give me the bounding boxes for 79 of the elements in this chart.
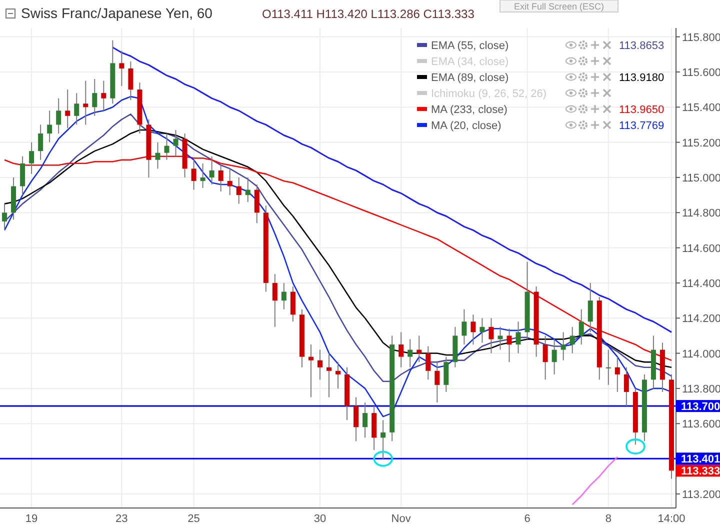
candlestick xyxy=(398,332,404,368)
candlestick xyxy=(408,338,413,368)
candlestick xyxy=(380,420,386,460)
candlestick xyxy=(614,356,620,392)
candlestick xyxy=(624,366,629,407)
candlestick xyxy=(552,338,557,375)
candlestick xyxy=(200,162,206,188)
text: Exit Full Screen (ESC) xyxy=(514,2,604,12)
ref-line-label: 113.401 xyxy=(681,454,720,466)
candlestick xyxy=(128,60,134,101)
legend-label: EMA (89, close) xyxy=(431,72,509,84)
candlestick xyxy=(290,286,296,322)
candlestick xyxy=(101,80,106,112)
candlestick xyxy=(326,352,332,398)
x-tick-label: 30 xyxy=(314,513,326,525)
candlestick xyxy=(164,132,170,160)
candlestick xyxy=(578,308,584,345)
candlestick xyxy=(20,156,26,196)
annotation: 113.7769 xyxy=(619,120,664,132)
candlestick xyxy=(47,110,52,143)
candlestick xyxy=(470,314,476,345)
x-tick-label: Nov xyxy=(391,513,412,525)
candlestick xyxy=(209,156,214,185)
candlestick xyxy=(606,349,611,386)
legend-label: EMA (55, close) xyxy=(431,40,509,52)
candlestick xyxy=(498,326,503,350)
candlestick xyxy=(416,335,422,363)
ref-line-label: 113.700 xyxy=(681,401,720,414)
candlestick xyxy=(2,203,8,231)
candlestick xyxy=(281,282,286,310)
candlestick xyxy=(38,124,44,160)
candlestick xyxy=(218,162,224,192)
candlestick xyxy=(426,346,431,380)
annotation: 113.8653 xyxy=(619,40,664,52)
x-tick-label: 25 xyxy=(188,513,200,525)
annotation: 113.9650 xyxy=(619,104,664,116)
candlestick xyxy=(362,402,368,438)
text: 113.333 xyxy=(681,466,720,478)
candlestick xyxy=(155,142,160,170)
legend-label: MA (20, close) xyxy=(431,120,502,132)
candlestick xyxy=(29,142,34,174)
candlestick xyxy=(227,168,232,196)
x-tick-label: 8 xyxy=(605,513,612,525)
candlestick xyxy=(65,89,70,129)
candlestick xyxy=(119,50,124,87)
candlestick xyxy=(444,356,449,392)
candlestick xyxy=(74,92,80,126)
candlestick xyxy=(56,98,62,134)
candlestick xyxy=(173,129,178,157)
candlestick xyxy=(542,335,548,380)
candlestick xyxy=(83,80,88,126)
candlestick xyxy=(462,308,467,345)
candlestick xyxy=(488,318,494,354)
candlestick xyxy=(308,344,314,398)
candlestick xyxy=(317,349,322,380)
x-tick-label: 6 xyxy=(524,513,530,525)
candlestick xyxy=(560,332,566,361)
x-tick-label: 14:00 xyxy=(658,513,686,525)
candlestick xyxy=(354,396,359,442)
candlestick xyxy=(506,328,512,363)
annotation: 113.9180 xyxy=(619,72,664,84)
candlestick xyxy=(588,282,593,333)
candlestick xyxy=(434,362,440,404)
chart-title: Swiss Franc/Japanese Yen, 60 xyxy=(21,5,213,21)
candlestick xyxy=(336,362,340,389)
candlestick xyxy=(191,159,196,190)
x-tick-label: 19 xyxy=(25,513,38,525)
candlestick xyxy=(92,78,98,116)
candlestick xyxy=(245,176,250,203)
candlestick xyxy=(480,318,485,344)
line-series xyxy=(572,456,618,506)
candlestick xyxy=(254,184,260,224)
x-tick-label: 23 xyxy=(116,513,128,525)
candlestick xyxy=(516,321,521,354)
text: O113.411 H113.420 L113.286 C113.333 xyxy=(262,7,475,21)
candlestick xyxy=(570,326,575,354)
legend-label: MA (233, close) xyxy=(431,104,508,116)
candlestick xyxy=(272,274,278,328)
candlestick xyxy=(236,176,242,204)
